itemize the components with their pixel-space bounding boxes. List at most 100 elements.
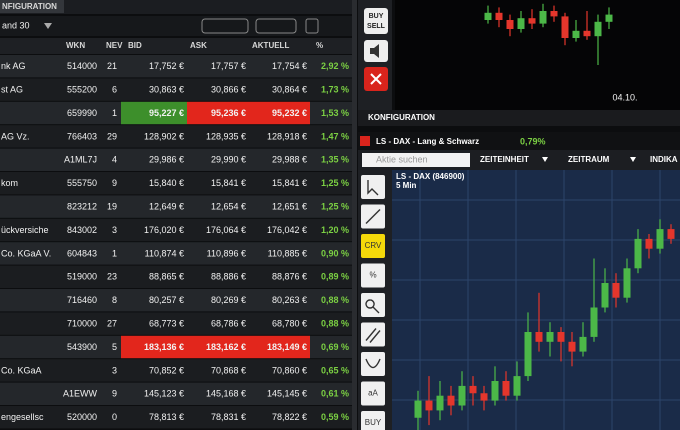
ask-cell: 68,786 € (211, 318, 246, 328)
table-row[interactable] (0, 382, 352, 405)
chart-title: LS - DAX - Lang & Schwarz (376, 137, 479, 146)
candle-body (414, 400, 422, 418)
tab[interactable] (0, 0, 64, 13)
candle-body (594, 21, 602, 37)
bid-cell: 29,986 € (149, 155, 184, 165)
table-row[interactable] (0, 125, 352, 148)
cell-highlight (121, 101, 187, 125)
stock-name: Co. KGaA V. (1, 248, 51, 258)
quote-table: WKN NEV BID ASK AKTUELL % nk AG 514000 21 17,752 … (0, 38, 352, 429)
tool-icon (365, 299, 380, 314)
toolbar-button[interactable] (305, 18, 319, 34)
nev-cell: 21 (107, 61, 117, 71)
sell-label: SELL (367, 23, 386, 30)
table-row[interactable] (0, 55, 352, 78)
table-row[interactable] (0, 195, 352, 218)
ask-cell: 12,654 € (211, 201, 246, 211)
nev-cell: 4 (112, 155, 117, 165)
nev-cell: 3 (112, 365, 117, 375)
ask-cell: 110,896 € (207, 248, 246, 258)
ask-cell: 183,162 € (206, 342, 246, 352)
tool-button[interactable] (361, 293, 385, 317)
buy-sell-button[interactable] (364, 8, 388, 34)
candle-body (425, 400, 433, 411)
ask-cell: 88,886 € (211, 272, 246, 282)
candle-body (513, 376, 521, 396)
table-row[interactable] (0, 289, 352, 312)
wkn-cell: 519000 (67, 272, 97, 282)
cell-highlight (121, 335, 187, 359)
header-row (0, 38, 352, 54)
candle-body (634, 238, 642, 269)
ask-cell: 95,236 € (211, 108, 246, 118)
column-header[interactable]: WKN (66, 41, 85, 50)
candle-body (491, 381, 499, 401)
chart-header (358, 132, 680, 150)
nev-cell: 6 (112, 84, 117, 94)
toolbar-button[interactable] (201, 18, 249, 34)
tool-button[interactable] (361, 411, 385, 430)
toolbar-button[interactable] (255, 18, 297, 34)
wkn-cell: 520000 (67, 412, 97, 422)
column-header[interactable]: AKTUELL (252, 41, 289, 50)
menu-label[interactable]: INDIKA (650, 155, 678, 164)
tool-button[interactable] (361, 234, 385, 258)
pct-cell: 0,59 % (321, 412, 349, 422)
search-box[interactable] (362, 153, 470, 167)
tool-button[interactable] (361, 322, 385, 347)
bid-cell: 30,863 € (149, 84, 184, 94)
last-cell: 29,988 € (272, 155, 307, 165)
search-placeholder: Aktie suchen (376, 154, 428, 164)
wkn-cell: 604843 (67, 248, 97, 258)
divider (352, 0, 357, 430)
table-row[interactable] (0, 406, 352, 429)
column-header[interactable]: ASK (190, 41, 207, 50)
tool-button[interactable] (361, 352, 385, 376)
pct-cell: 1,73 % (321, 84, 349, 94)
pct-cell: 0,88 % (321, 295, 349, 305)
tool-button[interactable] (361, 263, 385, 288)
tool-button[interactable] (361, 381, 385, 406)
last-cell: 176,042 € (267, 225, 307, 235)
nev-cell: 9 (112, 178, 117, 188)
table-row[interactable] (0, 265, 352, 288)
menu-label[interactable]: ZEITEINHEIT (480, 155, 529, 164)
pct-cell: 0,69 % (321, 342, 349, 352)
candle-body (557, 332, 565, 342)
wkn-cell: 710000 (67, 318, 97, 328)
last-cell: 110,885 € (268, 248, 307, 258)
bid-cell: 80,257 € (149, 295, 184, 305)
chart-grid (392, 170, 680, 430)
ask-cell: 70,868 € (211, 365, 246, 375)
candle-body (539, 11, 547, 24)
table-row[interactable] (0, 242, 352, 265)
table-row[interactable] (0, 172, 352, 195)
candle-body (656, 229, 664, 249)
pct-cell: 1,53 % (321, 108, 349, 118)
ask-cell: 128,935 € (206, 131, 246, 141)
column-header[interactable]: BID (128, 41, 142, 50)
candle-body (645, 238, 653, 249)
table-row[interactable] (0, 218, 352, 242)
table-row[interactable] (0, 148, 352, 171)
candle-body (561, 16, 569, 38)
pct-cell: 1,25 % (321, 178, 349, 188)
nev-cell: 0 (112, 412, 117, 422)
ask-cell: 78,831 € (211, 412, 246, 422)
column-header[interactable]: NEV (106, 41, 123, 50)
table-row[interactable] (0, 359, 352, 382)
pct-cell: 0,65 % (321, 365, 349, 375)
pct-cell: 1,20 % (321, 225, 349, 235)
column-header[interactable]: % (316, 41, 323, 50)
pct-cell: 0,61 % (321, 389, 349, 399)
last-cell: 17,754 € (272, 61, 307, 71)
config-label: KONFIGURATION (368, 113, 435, 122)
last-cell: 95,232 € (272, 108, 307, 118)
bid-cell: 12,649 € (149, 201, 184, 211)
table-row[interactable] (0, 78, 352, 101)
index-selector[interactable]: and 30 (2, 20, 30, 30)
table-row[interactable] (0, 312, 352, 335)
candle-body (480, 393, 488, 401)
menu-label[interactable]: ZEITRAUM (568, 155, 610, 164)
tool-button[interactable] (361, 175, 385, 199)
